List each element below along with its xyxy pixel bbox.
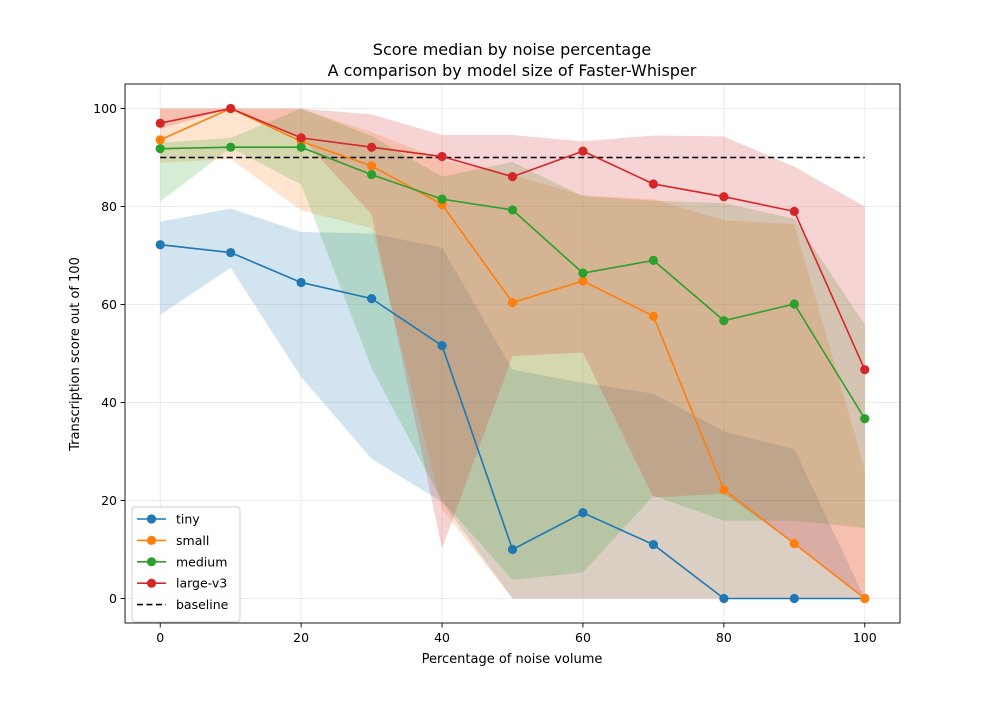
legend-box	[131, 506, 241, 623]
point-medium	[226, 142, 236, 152]
band-large-v3	[160, 108, 865, 599]
legend-label-baseline: baseline	[176, 597, 229, 612]
point-medium	[719, 316, 729, 326]
plot-frame	[124, 83, 901, 624]
point-medium	[860, 414, 870, 424]
point-large-v3	[719, 192, 729, 202]
point-large-v3	[296, 133, 306, 143]
band-small	[160, 108, 865, 599]
point-tiny	[507, 544, 518, 555]
point-tiny	[789, 593, 799, 604]
point-large-v3	[507, 172, 518, 182]
point-tiny	[296, 277, 306, 288]
y-axis-label: Transcription score out of 100	[68, 257, 83, 452]
point-small	[507, 297, 518, 308]
x-tick-label: 80	[716, 630, 732, 645]
series-lines	[155, 103, 870, 604]
point-large-v3	[366, 142, 377, 152]
legend-label-small: small	[176, 533, 209, 548]
x-axis-label: Percentage of noise volume	[422, 652, 603, 667]
legend-label-medium: medium	[176, 554, 227, 569]
point-tiny	[437, 341, 447, 351]
point-large-v3	[648, 179, 659, 189]
point-small	[789, 539, 799, 549]
point-small	[366, 161, 377, 171]
point-medium	[578, 268, 588, 278]
point-tiny	[648, 540, 659, 550]
point-tiny	[366, 294, 377, 304]
confidence-bands	[160, 108, 865, 599]
point-large-v3	[437, 151, 447, 162]
point-small	[719, 485, 729, 495]
point-medium	[155, 144, 165, 154]
legend-marker-tiny	[146, 514, 157, 524]
band-medium	[160, 108, 865, 580]
point-medium	[437, 194, 447, 204]
point-small	[155, 135, 165, 145]
point-large-v3	[155, 118, 165, 128]
legend-label-tiny: tiny	[176, 512, 200, 527]
point-medium	[366, 170, 377, 180]
y-tick-label: 60	[101, 297, 117, 312]
point-large-v3	[226, 103, 236, 114]
x-tick-label: 60	[575, 630, 591, 645]
y-tick-label: 40	[101, 395, 117, 410]
y-tick-label: 80	[101, 199, 117, 214]
x-tick-label: 40	[434, 630, 450, 645]
point-large-v3	[578, 146, 588, 156]
x-tick-label: 100	[853, 630, 877, 645]
y-tick-label: 0	[109, 591, 117, 606]
legend-label-large-v3: large-v3	[176, 576, 227, 591]
grid	[125, 84, 900, 623]
point-small	[578, 276, 588, 286]
legend: tiny small medium large-v3 baseline	[131, 506, 241, 623]
point-tiny	[719, 593, 729, 604]
chart-subtitle: A comparison by model size of Faster-Whi…	[328, 61, 697, 80]
point-small	[648, 311, 659, 321]
y-tick-label: 100	[93, 101, 117, 116]
point-medium	[296, 142, 306, 152]
legend-marker-small	[146, 535, 157, 546]
point-tiny	[226, 247, 236, 258]
point-medium	[789, 299, 799, 309]
point-tiny	[578, 508, 588, 518]
point-medium	[507, 205, 518, 215]
point-large-v3	[860, 365, 870, 375]
point-tiny	[155, 240, 165, 250]
legend-marker-large-v3	[146, 578, 157, 588]
y-tick-label: 20	[101, 493, 117, 508]
legend-marker-medium	[146, 557, 157, 567]
point-medium	[648, 255, 659, 265]
x-tick-label: 0	[156, 630, 164, 645]
x-tick-label: 20	[293, 630, 309, 645]
chart-title: Score median by noise percentage	[373, 40, 651, 59]
band-tiny	[160, 208, 865, 599]
point-small	[860, 593, 870, 604]
point-large-v3	[789, 206, 799, 216]
axes: 0 20 40 60 80 100 0 20 40 60 80 100	[93, 83, 901, 645]
